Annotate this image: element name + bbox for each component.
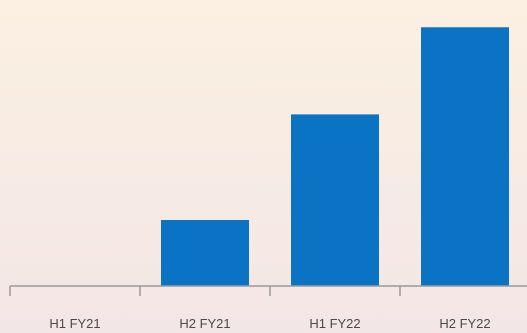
bar-h2-fy21 — [161, 220, 249, 286]
bar-h1-fy22 — [291, 114, 379, 287]
x-tick-label: H1 FY22 — [309, 316, 360, 331]
x-tick-label: H1 FY21 — [49, 316, 100, 331]
x-tick-label: H2 FY22 — [439, 316, 490, 331]
bar-h2-fy22 — [421, 27, 509, 287]
x-tick-label: H2 FY21 — [179, 316, 230, 331]
